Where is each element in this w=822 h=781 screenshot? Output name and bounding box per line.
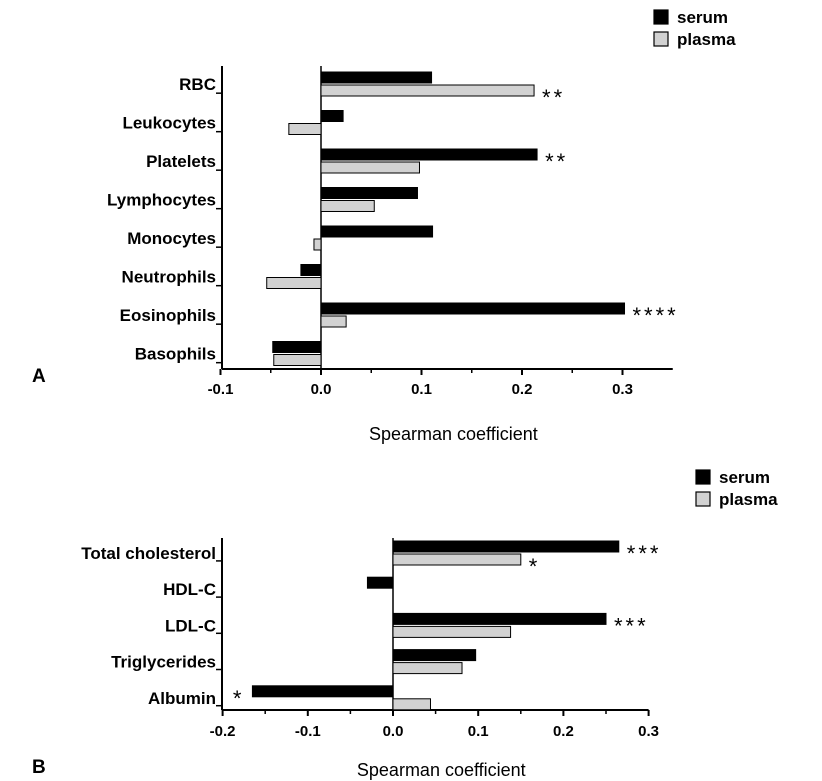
bar-serum — [392, 612, 607, 625]
bar-plasma — [288, 123, 322, 135]
bar-serum — [272, 341, 322, 353]
category-label: Eosinophils — [120, 306, 216, 325]
bar-serum — [320, 225, 434, 238]
bar-plasma — [320, 84, 535, 97]
category-label: Platelets — [146, 152, 216, 171]
bar-plasma — [392, 698, 431, 711]
significance-marker: *** — [614, 613, 649, 638]
legend-label-plasma: plasma — [719, 490, 778, 509]
x-tick-label: 0.0 — [383, 723, 404, 740]
category-label: Albumin — [148, 689, 216, 708]
legend-swatch-serum — [653, 9, 669, 25]
legend-swatch-plasma — [653, 31, 669, 47]
x-tick-label: 0.0 — [311, 381, 332, 398]
x-axis-title: Spearman coefficient — [357, 760, 526, 780]
legend-swatch-plasma — [695, 491, 711, 507]
legend-label-serum: serum — [677, 8, 728, 27]
x-tick-label: -0.2 — [210, 723, 236, 740]
bar-serum — [392, 540, 620, 553]
significance-marker: * — [529, 554, 541, 579]
bar-plasma — [266, 277, 322, 289]
category-label: Monocytes — [127, 229, 216, 248]
bar-serum — [300, 264, 322, 276]
bar-serum — [366, 576, 394, 589]
category-label: HDL-C — [163, 580, 216, 599]
bar-plasma — [273, 354, 322, 366]
bar-serum — [251, 685, 394, 698]
significance-marker: *** — [627, 541, 662, 566]
panel-letter: B — [32, 757, 46, 778]
category-label: Basophils — [135, 345, 216, 364]
x-axis-title: Spearman coefficient — [369, 424, 538, 444]
bar-serum — [320, 148, 538, 161]
x-tick-label: 0.3 — [612, 381, 633, 398]
category-label: Triglycerides — [111, 653, 216, 672]
significance-marker: ** — [545, 149, 568, 174]
bar-plasma — [392, 553, 522, 566]
legend-label-plasma: plasma — [677, 30, 736, 49]
significance-marker: * — [233, 686, 245, 711]
legend-label-serum: serum — [719, 468, 770, 487]
significance-marker: ** — [542, 85, 565, 110]
x-tick-label: -0.1 — [208, 381, 234, 398]
bar-plasma — [392, 662, 463, 675]
bar-plasma — [320, 315, 347, 328]
category-label: Neutrophils — [122, 268, 216, 287]
bar-serum — [392, 649, 477, 662]
panel-b: -0.2 -0.1 0.0 0.1 0.2 0.3 Total cholesterol HDL… — [32, 468, 778, 780]
bar-plasma — [320, 161, 420, 174]
x-tick-label: 0.1 — [468, 723, 489, 740]
bar-serum — [320, 187, 418, 199]
x-tick-label: 0.3 — [638, 723, 659, 740]
x-tick-label: -0.1 — [295, 723, 321, 740]
bar-plasma — [392, 625, 512, 638]
category-label: LDL-C — [165, 616, 216, 635]
category-label: Lymphocytes — [107, 191, 216, 210]
bar-plasma — [320, 200, 375, 212]
bar-serum — [320, 71, 433, 84]
category-label: Total cholesterol — [81, 544, 216, 563]
x-tick-label: 0.2 — [553, 723, 574, 740]
category-label: Leukocytes — [122, 114, 216, 133]
legend-swatch-serum — [695, 469, 711, 485]
significance-marker: **** — [633, 303, 679, 328]
bar-serum — [320, 110, 344, 122]
bar-serum — [320, 302, 626, 315]
panel-a: -0.1 0.0 0.1 0.2 0.3 RBC Leukocytes Platelets Ly… — [32, 8, 736, 444]
x-tick-label: 0.1 — [411, 381, 432, 398]
category-label: RBC — [179, 75, 216, 94]
panel-letter: A — [32, 366, 46, 387]
bar-plasma — [313, 238, 322, 251]
x-tick-label: 0.2 — [512, 381, 533, 398]
